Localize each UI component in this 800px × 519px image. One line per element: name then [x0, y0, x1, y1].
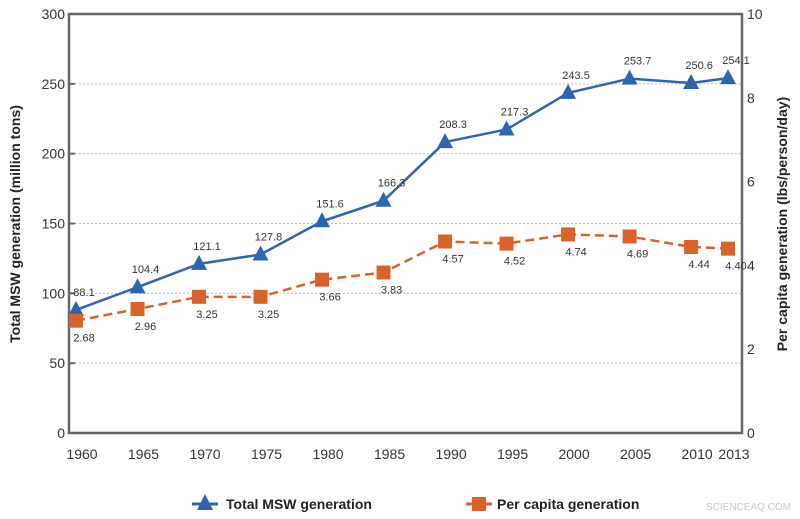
- data-label: 243.5: [562, 70, 590, 82]
- x-tick-label: 1970: [189, 446, 220, 462]
- data-point-square: [622, 229, 637, 244]
- x-axis-ticks: 1960 1965 1970 1975 1980 1985 1990 1995 2000 2005…: [66, 446, 749, 462]
- data-point-square: [253, 289, 268, 304]
- y-tick-label: 150: [42, 216, 66, 232]
- x-tick-label: 2005: [620, 446, 651, 462]
- y-tick-label: 250: [42, 76, 66, 92]
- data-point-triangle: [129, 278, 146, 294]
- x-tick-label: 2010: [682, 446, 713, 462]
- legend-total-msw: Total MSW generation: [226, 496, 372, 512]
- y-tick-label: 300: [42, 6, 66, 22]
- right-axis-ticks: 0 2 4 6 8 10: [747, 6, 763, 441]
- y2-tick-label: 10: [747, 6, 763, 22]
- x-tick-label: 1965: [128, 446, 159, 462]
- data-point-triangle: [191, 254, 208, 270]
- data-label: 250.6: [685, 60, 713, 72]
- data-label: 3.25: [258, 309, 279, 321]
- x-tick-label: 1975: [251, 446, 282, 462]
- data-label: 2.96: [135, 321, 156, 333]
- data-point-square: [561, 227, 576, 242]
- data-point-triangle: [375, 191, 392, 207]
- data-label: 253.7: [624, 56, 652, 68]
- data-label: 4.44: [688, 259, 709, 271]
- data-label: 121.1: [193, 241, 221, 253]
- data-point-triangle: [498, 120, 515, 136]
- data-label: 4.74: [565, 246, 586, 258]
- data-point-triangle: [683, 73, 700, 89]
- y2-tick-label: 2: [747, 341, 755, 357]
- series-line-0: [75, 76, 729, 312]
- y-tick-label: 200: [42, 146, 66, 162]
- data-label: 104.4: [132, 264, 160, 276]
- data-point-square: [69, 313, 83, 328]
- data-label: 254.1: [722, 55, 750, 67]
- y2-tick-label: 0: [747, 425, 755, 441]
- data-label: 2.68: [73, 333, 94, 345]
- data-point-triangle: [314, 212, 331, 228]
- y2-tick-label: 8: [747, 90, 755, 106]
- data-point-square: [315, 272, 330, 287]
- gridlines: [75, 83, 742, 364]
- data-point-square: [130, 301, 145, 316]
- data-label: 3.83: [381, 285, 402, 297]
- x-tick-label: 1960: [66, 446, 97, 462]
- data-point-triangle: [560, 83, 577, 99]
- x-tick-label: 1980: [312, 446, 343, 462]
- data-label: 3.66: [319, 292, 340, 304]
- data-point-square: [721, 241, 735, 256]
- y2-tick-label: 4: [747, 257, 755, 273]
- data-label: 151.6: [316, 198, 344, 210]
- legend-per-capita: Per capita generation: [497, 496, 639, 512]
- y-tick-label: 0: [57, 425, 65, 441]
- x-tick-label: 2000: [558, 446, 589, 462]
- left-axis-ticks: 0 50 100 150 200 250 300: [42, 6, 75, 441]
- data-point-triangle: [621, 69, 638, 85]
- data-point-square: [438, 234, 453, 249]
- legend-triangle-icon: [197, 494, 213, 510]
- data-point-triangle: [252, 245, 269, 261]
- y2-tick-label: 6: [747, 174, 755, 190]
- data-label: 3.25: [196, 309, 217, 321]
- watermark: SCIENCEAQ.COM: [706, 502, 791, 513]
- x-tick-label: 1985: [374, 446, 405, 462]
- data-label: 4.40: [725, 261, 746, 273]
- x-tick-label: 1990: [435, 446, 466, 462]
- data-label: 217.3: [501, 107, 529, 119]
- data-label: 88.1: [73, 287, 94, 299]
- y-tick-label: 100: [42, 285, 66, 301]
- series-layer: 88.1 104.4 121.1 127.8 151.6 166.3 208.3 217.3 2…: [68, 55, 750, 345]
- legend-square-icon: [472, 497, 486, 511]
- legend: Total MSW generation Per capita generati…: [192, 494, 639, 512]
- right-axis-label: Per capita generation (lbs/person/day): [774, 97, 790, 351]
- plot-frame: [67, 12, 744, 435]
- data-label: 208.3: [439, 119, 467, 131]
- x-tick-label: 1995: [497, 446, 528, 462]
- series-line-1: [75, 233, 729, 322]
- data-point-square: [192, 289, 207, 304]
- data-point-square: [376, 265, 391, 280]
- data-label: 127.8: [255, 232, 283, 244]
- data-point-square: [684, 239, 699, 254]
- data-point-triangle: [720, 69, 736, 85]
- data-label: 4.52: [504, 256, 525, 268]
- data-point-triangle: [437, 133, 454, 149]
- x-tick-label: 2013: [718, 446, 749, 462]
- data-label: 4.57: [442, 254, 463, 266]
- data-point-triangle: [68, 300, 84, 316]
- data-label: 4.69: [627, 248, 648, 260]
- data-label: 166.3: [378, 178, 406, 190]
- y-tick-label: 50: [49, 355, 65, 371]
- left-axis-label: Total MSW generation (million tons): [7, 105, 23, 343]
- data-point-square: [499, 236, 514, 251]
